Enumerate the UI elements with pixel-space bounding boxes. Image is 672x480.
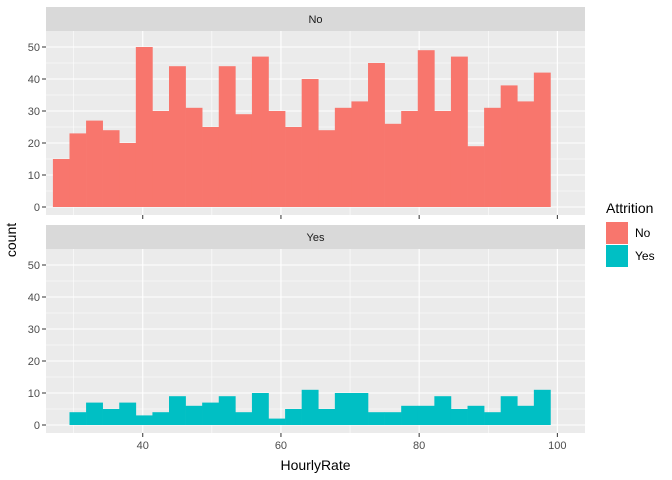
y-tick-label: 40 [28, 292, 40, 304]
histogram-bar [268, 111, 286, 207]
histogram-bar [401, 111, 419, 207]
histogram-bar [484, 107, 501, 207]
y-tick-label: 20 [28, 138, 40, 150]
histogram-bar [102, 409, 120, 425]
histogram-bar [119, 402, 137, 425]
histogram-bar [417, 50, 435, 208]
histogram-bar [102, 130, 120, 207]
x-tick-label: 40 [137, 440, 149, 452]
histogram-bar [351, 393, 369, 425]
y-axis-title: count [3, 223, 19, 257]
histogram-bar [119, 143, 137, 207]
y-tick-label: 0 [34, 202, 40, 214]
histogram-bar [268, 418, 286, 425]
histogram-bar [185, 107, 203, 207]
strip-yes-background [46, 225, 585, 249]
histogram-bar [351, 101, 369, 207]
histogram-bar [334, 107, 352, 207]
histogram-bar [467, 146, 485, 207]
panel-yes-y-axis: 0 10 20 30 40 50 [28, 260, 46, 432]
histogram-bar [500, 396, 518, 425]
strip-no-label: No [308, 14, 322, 26]
y-tick-label: 40 [28, 74, 40, 86]
y-tick-label: 20 [28, 356, 40, 368]
legend: Attrition No Yes [606, 200, 655, 267]
y-tick-label: 10 [28, 388, 40, 400]
panel-yes: Yes 0 10 20 30 40 50 40 60 80 100 [28, 225, 585, 452]
x-tick-label: 100 [548, 440, 566, 452]
histogram-bar [69, 133, 87, 207]
panel-yes-bars [69, 389, 551, 425]
x-axis-title: HourlyRate [280, 457, 350, 473]
histogram-bar [450, 56, 468, 207]
strip-no-background [46, 7, 585, 31]
histogram-bar [368, 412, 385, 425]
histogram-bar [218, 396, 236, 425]
histogram-bar [484, 412, 501, 425]
strip-yes-label: Yes [307, 232, 325, 244]
histogram-bar [334, 393, 352, 425]
histogram-bar [384, 412, 402, 425]
histogram-bar [169, 396, 186, 425]
panel-no: No 0 10 20 30 40 50 [28, 7, 585, 219]
histogram-bar [285, 127, 302, 207]
y-tick-label: 10 [28, 170, 40, 182]
histogram-bar [401, 405, 419, 425]
histogram-bar [251, 393, 269, 425]
histogram-bar [135, 415, 153, 425]
histogram-bar [86, 120, 103, 207]
histogram-bar [417, 405, 435, 425]
histogram-bar [467, 405, 485, 425]
histogram-bar [533, 389, 551, 425]
histogram-bar [318, 130, 336, 207]
histogram-bar [318, 409, 336, 425]
histogram-bar [202, 127, 220, 207]
legend-label-yes: Yes [635, 249, 655, 263]
histogram-bar [169, 66, 186, 207]
x-tick-label: 60 [275, 440, 287, 452]
histogram-bar [285, 409, 302, 425]
histogram-bar [152, 111, 170, 207]
histogram-bar [235, 412, 253, 425]
histogram-bar [517, 405, 535, 425]
histogram-bar [52, 159, 70, 207]
histogram-bar [235, 114, 253, 207]
legend-key-no [606, 222, 628, 244]
histogram-bar [301, 79, 319, 207]
histogram-bar [135, 47, 153, 207]
histogram-bar [202, 402, 220, 425]
histogram-bar [517, 101, 535, 207]
y-tick-label: 30 [28, 324, 40, 336]
histogram-bar [500, 85, 518, 207]
histogram-bar [434, 396, 452, 425]
histogram-bar [218, 66, 236, 207]
y-tick-label: 50 [28, 42, 40, 54]
legend-key-yes [606, 245, 628, 267]
histogram-bar [69, 412, 87, 425]
x-axis: 40 60 80 100 [137, 433, 567, 452]
histogram-bar [301, 389, 319, 425]
histogram-bar [384, 123, 402, 207]
x-tick-label: 80 [413, 440, 425, 452]
histogram-bar [434, 111, 452, 207]
histogram-bar [86, 402, 103, 425]
legend-title: Attrition [606, 200, 653, 216]
y-tick-label: 0 [34, 420, 40, 432]
y-tick-label: 30 [28, 106, 40, 118]
histogram-bar [368, 63, 385, 207]
legend-label-no: No [635, 226, 651, 240]
y-tick-label: 50 [28, 260, 40, 272]
panel-no-y-axis: 0 10 20 30 40 50 [28, 42, 46, 214]
histogram-bar [533, 72, 551, 207]
histogram-bar [185, 405, 203, 425]
histogram-bar [450, 409, 468, 425]
histogram-bar [152, 412, 170, 425]
panel-no-bars [52, 47, 551, 208]
histogram-bar [251, 56, 269, 207]
panel-no-x-tick-marks [142, 215, 558, 219]
